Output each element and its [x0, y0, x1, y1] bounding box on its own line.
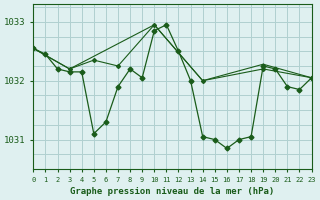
- X-axis label: Graphe pression niveau de la mer (hPa): Graphe pression niveau de la mer (hPa): [70, 187, 275, 196]
